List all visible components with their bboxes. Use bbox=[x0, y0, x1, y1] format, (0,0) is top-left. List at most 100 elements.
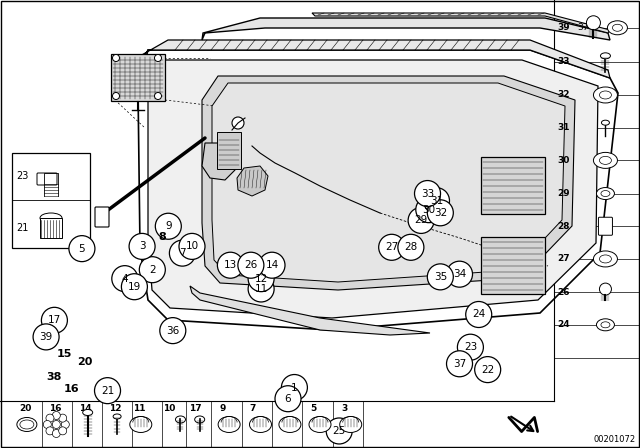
Text: 16: 16 bbox=[49, 404, 61, 413]
Ellipse shape bbox=[340, 417, 362, 432]
Circle shape bbox=[52, 421, 60, 428]
Text: 12: 12 bbox=[255, 274, 268, 284]
Polygon shape bbox=[202, 18, 610, 40]
Text: 27: 27 bbox=[385, 242, 398, 252]
FancyBboxPatch shape bbox=[40, 218, 62, 238]
Ellipse shape bbox=[601, 322, 610, 328]
Text: 26: 26 bbox=[244, 260, 257, 270]
Ellipse shape bbox=[130, 417, 152, 432]
Polygon shape bbox=[202, 76, 575, 290]
Text: 21: 21 bbox=[101, 386, 114, 396]
Text: 5: 5 bbox=[79, 244, 85, 254]
Text: 32: 32 bbox=[434, 208, 447, 218]
Circle shape bbox=[415, 181, 440, 207]
Circle shape bbox=[424, 188, 449, 214]
Circle shape bbox=[129, 233, 155, 259]
Ellipse shape bbox=[250, 417, 271, 432]
Circle shape bbox=[46, 427, 54, 435]
Text: 9: 9 bbox=[165, 221, 172, 231]
Text: 24: 24 bbox=[472, 310, 485, 319]
Circle shape bbox=[69, 236, 95, 262]
Ellipse shape bbox=[601, 190, 610, 197]
Circle shape bbox=[428, 264, 453, 290]
Text: 37: 37 bbox=[578, 23, 589, 32]
Circle shape bbox=[59, 414, 67, 422]
Text: 33: 33 bbox=[557, 57, 570, 66]
Circle shape bbox=[475, 357, 500, 383]
Text: 28: 28 bbox=[557, 222, 570, 231]
Circle shape bbox=[379, 234, 404, 260]
Text: 24: 24 bbox=[557, 320, 570, 329]
Text: 3: 3 bbox=[139, 241, 145, 251]
Ellipse shape bbox=[596, 319, 614, 331]
Ellipse shape bbox=[218, 417, 240, 432]
Circle shape bbox=[154, 92, 161, 99]
Circle shape bbox=[232, 117, 244, 129]
Text: 14: 14 bbox=[266, 260, 278, 270]
Text: 17: 17 bbox=[48, 315, 61, 325]
Circle shape bbox=[140, 257, 165, 283]
Text: 21: 21 bbox=[16, 223, 28, 233]
Polygon shape bbox=[212, 83, 565, 282]
Ellipse shape bbox=[607, 21, 627, 35]
Text: 10: 10 bbox=[186, 241, 198, 251]
Circle shape bbox=[113, 92, 120, 99]
Text: 4: 4 bbox=[122, 274, 128, 284]
Circle shape bbox=[113, 55, 120, 61]
Text: 35: 35 bbox=[434, 272, 447, 282]
FancyBboxPatch shape bbox=[37, 173, 57, 185]
Text: 7: 7 bbox=[179, 248, 186, 258]
Circle shape bbox=[33, 324, 59, 350]
FancyBboxPatch shape bbox=[12, 153, 90, 248]
Text: 3: 3 bbox=[341, 404, 348, 413]
Polygon shape bbox=[202, 143, 235, 180]
Ellipse shape bbox=[600, 91, 611, 99]
Text: 12: 12 bbox=[109, 404, 122, 413]
Text: 10: 10 bbox=[163, 404, 175, 413]
Text: 29: 29 bbox=[557, 189, 570, 198]
Circle shape bbox=[154, 55, 161, 61]
Ellipse shape bbox=[593, 87, 618, 103]
Polygon shape bbox=[190, 286, 430, 335]
Ellipse shape bbox=[17, 418, 37, 431]
Text: 6: 6 bbox=[280, 404, 287, 413]
Text: 38: 38 bbox=[46, 372, 61, 382]
Ellipse shape bbox=[612, 24, 623, 31]
Text: 26: 26 bbox=[557, 288, 570, 297]
Circle shape bbox=[156, 213, 181, 239]
Circle shape bbox=[122, 274, 147, 300]
Text: 39: 39 bbox=[557, 23, 570, 32]
Circle shape bbox=[44, 421, 51, 428]
FancyBboxPatch shape bbox=[95, 207, 109, 227]
Text: 1: 1 bbox=[291, 383, 298, 392]
Ellipse shape bbox=[600, 53, 611, 59]
Circle shape bbox=[95, 378, 120, 404]
Text: 19: 19 bbox=[128, 282, 141, 292]
Text: 28: 28 bbox=[404, 242, 417, 252]
Text: 13: 13 bbox=[224, 260, 237, 270]
Text: 37: 37 bbox=[453, 359, 466, 369]
Text: 33: 33 bbox=[421, 189, 434, 198]
Circle shape bbox=[160, 318, 186, 344]
Circle shape bbox=[59, 427, 67, 435]
Ellipse shape bbox=[593, 251, 618, 267]
Text: 00201072: 00201072 bbox=[594, 435, 636, 444]
Text: 31: 31 bbox=[430, 196, 443, 206]
Circle shape bbox=[586, 16, 600, 30]
FancyBboxPatch shape bbox=[111, 54, 165, 101]
Ellipse shape bbox=[593, 152, 618, 168]
Text: 16: 16 bbox=[64, 384, 79, 394]
Text: 5: 5 bbox=[310, 404, 317, 413]
Ellipse shape bbox=[600, 255, 611, 263]
Text: 20: 20 bbox=[19, 404, 31, 413]
Ellipse shape bbox=[40, 213, 62, 223]
Circle shape bbox=[259, 252, 285, 278]
Text: 8: 8 bbox=[159, 232, 166, 241]
Ellipse shape bbox=[113, 414, 121, 419]
Circle shape bbox=[46, 414, 54, 422]
Text: 30: 30 bbox=[422, 205, 435, 215]
Circle shape bbox=[466, 302, 492, 327]
Text: 17: 17 bbox=[189, 404, 202, 413]
Circle shape bbox=[600, 283, 611, 295]
Circle shape bbox=[248, 276, 274, 302]
